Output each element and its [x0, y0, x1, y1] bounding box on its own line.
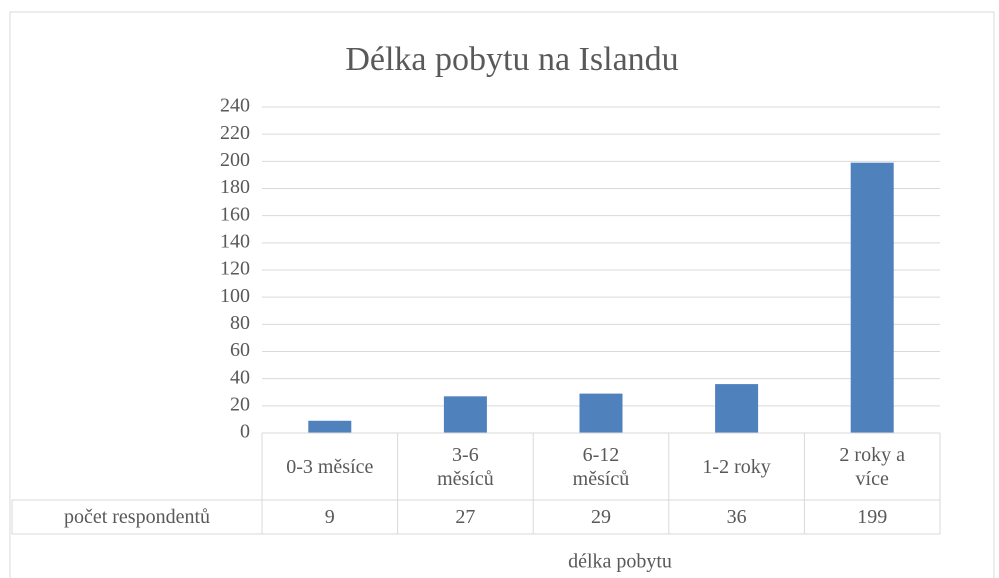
data-table-value-text: 9: [324, 506, 335, 528]
bar: [579, 393, 623, 433]
bar: [850, 162, 894, 434]
category-label: 6-12 měsíců: [533, 433, 669, 500]
data-table-value-text: 27: [455, 506, 476, 528]
y-tick-label: 160: [220, 203, 250, 225]
y-tick-label: 200: [220, 149, 250, 171]
category-label: 1-2 roky: [669, 433, 805, 500]
legend-entry: počet respondentů: [12, 500, 262, 534]
y-tick-label: 240: [220, 95, 250, 117]
category-label-text: 6-12 měsíců: [572, 443, 630, 490]
data-table-value: 27: [398, 500, 534, 534]
y-tick-label: 0: [240, 421, 250, 443]
y-tick-label: 140: [220, 230, 250, 252]
category-label-text: 0-3 měsíce: [286, 455, 374, 478]
y-tick-label: 60: [230, 339, 250, 361]
bar: [308, 420, 352, 433]
data-table-value: 199: [804, 500, 940, 534]
data-table-value-text: 199: [857, 506, 888, 528]
y-tick-label: 100: [220, 285, 250, 307]
x-axis-title: délka pobytu: [568, 551, 672, 573]
data-table-value-text: 36: [726, 506, 747, 528]
chart-title: Délka pobytu na Islandu: [345, 41, 678, 78]
category-label-text: 1-2 roky: [702, 455, 771, 478]
bar: [715, 384, 759, 433]
y-tick-label: 80: [230, 312, 250, 334]
legend-entry-text: počet respondentů: [63, 506, 211, 528]
data-table-value: 36: [669, 500, 805, 534]
category-label: 3-6 měsíců: [398, 433, 534, 500]
category-label-text: 2 roky a více: [839, 443, 905, 490]
bar: [443, 396, 487, 433]
category-label: 2 roky a více: [804, 433, 940, 500]
category-label-text: 3-6 měsíců: [437, 443, 494, 490]
y-tick-label: 20: [230, 393, 250, 415]
data-table-value: 29: [533, 500, 669, 534]
chart-border: [9, 11, 995, 578]
category-label: 0-3 měsíce: [262, 433, 398, 500]
y-tick-label: 180: [220, 176, 250, 198]
data-table-value-text: 29: [590, 506, 611, 528]
y-tick-label: 40: [230, 366, 250, 388]
y-tick-label: 220: [220, 122, 250, 144]
y-tick-label: 120: [220, 258, 250, 280]
data-table-value: 9: [262, 500, 398, 534]
